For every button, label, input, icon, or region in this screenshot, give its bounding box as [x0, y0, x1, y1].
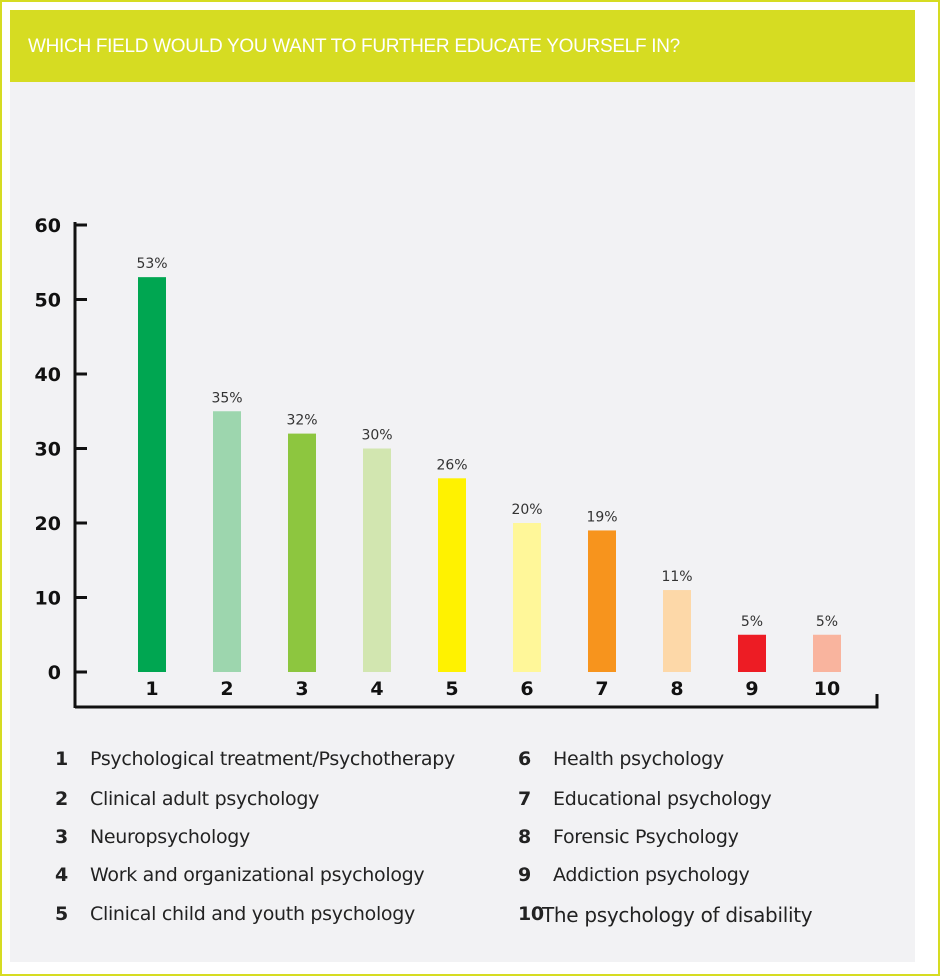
x-tick-label: 7	[595, 678, 608, 700]
bar	[288, 433, 316, 672]
x-tick-label: 5	[445, 678, 458, 700]
data-label: 5%	[741, 614, 763, 630]
x-tick-label: 9	[745, 678, 758, 700]
legend-number: 10	[518, 903, 544, 925]
bar	[438, 478, 466, 672]
bar	[663, 590, 691, 672]
legend-number: 6	[518, 748, 531, 770]
data-label: 26%	[436, 457, 467, 473]
legend-number: 4	[55, 864, 68, 886]
bar	[513, 523, 541, 672]
bar	[588, 530, 616, 672]
legend-number: 2	[55, 788, 68, 810]
x-tick-label: 6	[520, 678, 533, 700]
legend-label: The psychology of disability	[542, 903, 813, 927]
legend-number: 5	[55, 903, 68, 925]
y-tick-label: 20	[35, 513, 61, 535]
legend-number: 3	[55, 826, 68, 848]
bar	[363, 448, 391, 672]
data-label: 20%	[511, 502, 542, 518]
y-tick-label: 0	[48, 662, 61, 684]
legend-number: 1	[55, 748, 68, 770]
y-tick-label: 50	[35, 290, 61, 312]
legend-number: 7	[518, 788, 531, 810]
bar	[138, 277, 166, 672]
data-label: 19%	[586, 509, 617, 525]
chart-title: WHICH FIELD WOULD YOU WANT TO FURTHER ED…	[28, 36, 680, 57]
legend-number: 9	[518, 864, 531, 886]
x-tick-label: 10	[814, 678, 840, 700]
legend-label: Neuropsychology	[90, 826, 250, 848]
y-tick-label: 10	[35, 588, 61, 610]
data-label: 30%	[361, 428, 392, 444]
data-label: 5%	[816, 614, 838, 630]
bar	[738, 634, 766, 672]
data-label: 35%	[211, 390, 242, 406]
legend-label: Addiction psychology	[553, 864, 750, 886]
legend-label: Health psychology	[553, 748, 724, 770]
legend-label: Work and organizational psychology	[90, 864, 425, 886]
data-label: 53%	[136, 256, 167, 272]
data-label: 32%	[286, 413, 317, 429]
x-tick-label: 1	[145, 678, 158, 700]
legend-label: Psychological treatment/Psychotherapy	[90, 748, 455, 770]
legend-label: Educational psychology	[553, 788, 772, 810]
legend-label: Clinical child and youth psychology	[90, 903, 415, 925]
legend-label: Forensic Psychology	[553, 826, 739, 848]
x-tick-label: 3	[295, 678, 308, 700]
bar	[213, 411, 241, 672]
y-tick-label: 60	[35, 215, 61, 237]
y-tick-label: 40	[35, 364, 61, 386]
bar	[813, 634, 841, 672]
header-bar: WHICH FIELD WOULD YOU WANT TO FURTHER ED…	[10, 10, 915, 82]
y-tick-label: 30	[35, 439, 61, 461]
x-tick-label: 2	[220, 678, 233, 700]
data-label: 11%	[661, 569, 692, 585]
x-tick-label: 8	[670, 678, 683, 700]
x-axis-line	[75, 694, 879, 709]
legend-label: Clinical adult psychology	[90, 788, 320, 810]
x-tick-label: 4	[370, 678, 383, 700]
legend-number: 8	[518, 826, 531, 848]
